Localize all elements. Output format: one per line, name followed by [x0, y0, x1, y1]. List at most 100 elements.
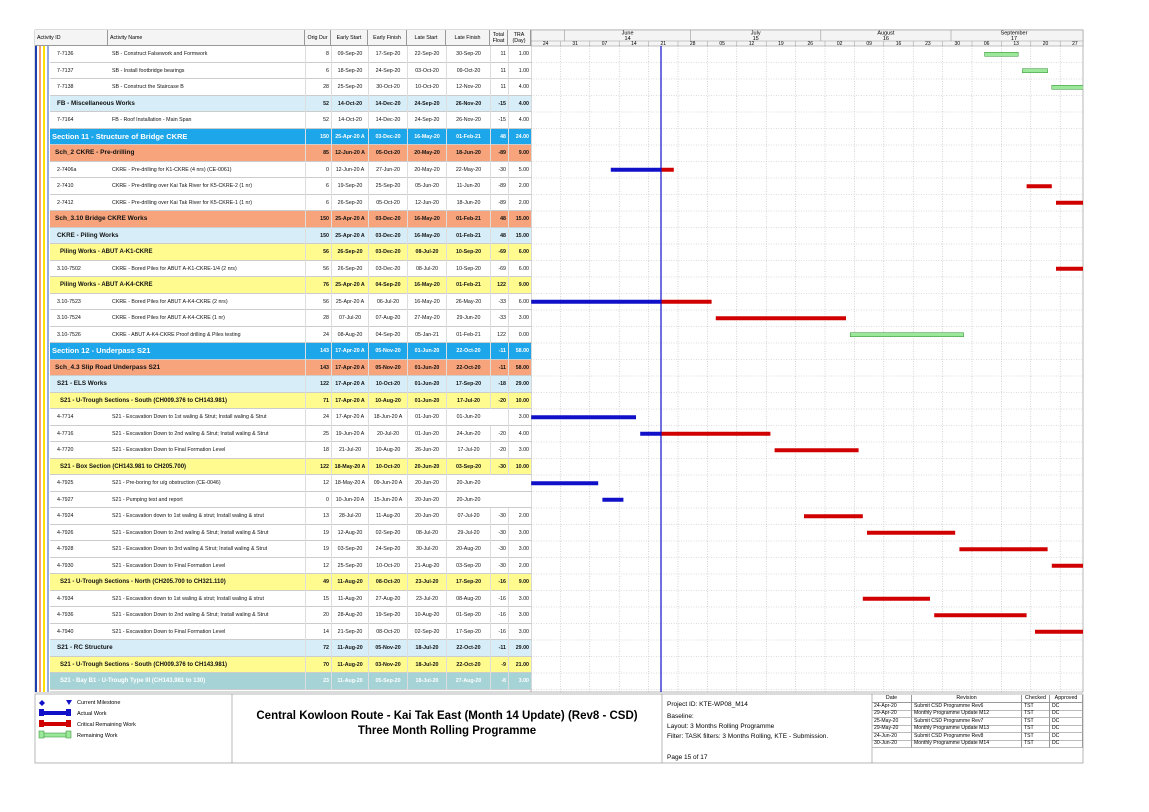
activity-id: 4-7924: [57, 513, 74, 519]
activity-id: 2-7412: [57, 199, 74, 206]
cell: 29-Jul-20: [446, 524, 490, 541]
cell: 17-Sep-20: [446, 376, 490, 393]
cell: 10-Oct-20: [368, 376, 407, 393]
group-name: S21 - Bay B1 - U-Trough Type III (CH143.…: [60, 678, 206, 684]
cell: 19-Sep-20: [331, 178, 368, 195]
activity-id: 7-7136: [57, 51, 74, 57]
cell: -16: [490, 574, 508, 591]
cell: 06-Jul-20: [368, 293, 407, 310]
legend-label: Critical Remaining Work: [77, 722, 136, 728]
cell: 18-Jun-20: [446, 145, 490, 162]
activity-name: S21 - Excavation Down to 2nd waling & St…: [112, 529, 269, 536]
cell: 30-Oct-20: [368, 79, 407, 96]
activity-id: 2-7406a: [57, 166, 77, 173]
cell: 30-Sep-20: [446, 46, 490, 63]
activity-name: CKRE - Pre-drilling over Kai Tak River f…: [112, 199, 253, 206]
cell: 30-Jul-20: [407, 541, 446, 558]
cell: 3.00: [508, 310, 531, 327]
row-background: [50, 145, 531, 162]
column-header: Total Float: [490, 30, 508, 46]
cell: 08-Oct-20: [368, 574, 407, 591]
cell: 13: [305, 508, 331, 525]
cell: 4.00: [508, 425, 531, 442]
cell: 03-Dec-20: [368, 260, 407, 277]
cell: 4.00: [508, 112, 531, 129]
cell: 122: [305, 376, 331, 393]
actual-bar: [531, 415, 636, 420]
footer-frame: [34, 693, 1084, 764]
cell: 10-Aug-20: [407, 607, 446, 624]
column-header: Activity ID: [35, 30, 108, 46]
cell: 18-May-20 A: [331, 458, 368, 475]
row-background: [50, 491, 531, 508]
cell: 20-Jun-20: [407, 491, 446, 508]
activity-name: CKRE - Bored Piles for ABUT A-K4-CKRE (2…: [112, 298, 228, 305]
actual-bar: [640, 431, 661, 436]
revision-cell: TST: [1022, 702, 1050, 711]
revision-cell: 25-May-20: [872, 717, 912, 726]
week-label: 06: [984, 41, 990, 47]
cell: 9.00: [508, 574, 531, 591]
week-label: 28: [690, 41, 696, 47]
cell: -11: [490, 343, 508, 360]
revision-cell: 29-Apr-20: [872, 710, 912, 718]
cell: 10-Aug-20: [368, 392, 407, 409]
project-info: Page 15 of 17: [667, 754, 708, 761]
cell: 85: [305, 145, 331, 162]
activity-id: 3.10-7523: [57, 298, 81, 305]
cell: 25-Apr-20 A: [331, 277, 368, 294]
cell: 19-Jun-20 A: [331, 425, 368, 442]
cell: 17-Apr-20 A: [331, 392, 368, 409]
critical-bar: [715, 316, 846, 321]
month-label: July: [751, 30, 761, 36]
cell: 09-Oct-20: [446, 62, 490, 79]
revision-cell: Monthly Programme Update M13: [912, 725, 1022, 733]
cell: 16-May-20: [407, 227, 446, 244]
cell: 58.00: [508, 343, 531, 360]
row-background: [50, 62, 531, 79]
cell: -11: [490, 359, 508, 376]
cell: 01-Jun-20: [407, 376, 446, 393]
cell: 15.00: [508, 211, 531, 228]
legend-icons: [38, 700, 72, 739]
cell: 25-Apr-20 A: [331, 227, 368, 244]
cell: 02-Sep-20: [407, 623, 446, 640]
critical-bar: [862, 596, 930, 601]
cell: 01-Jun-20: [407, 343, 446, 360]
row-background: [50, 442, 531, 459]
footer-title: Central Kowloon Route - Kai Tak East (Mo…: [256, 710, 638, 722]
cell: 11: [490, 79, 508, 96]
cell: 26-Sep-20: [331, 244, 368, 261]
cell: 3.00: [508, 623, 531, 640]
cell: 10-Sep-20: [446, 244, 490, 261]
remaining-bar: [849, 332, 964, 337]
cell: 3.00: [508, 673, 531, 690]
cell: 03-Dec-20: [368, 211, 407, 228]
row-background: [50, 359, 531, 376]
cell: 9.00: [508, 145, 531, 162]
cell: 01-Jun-20: [407, 359, 446, 376]
activity-name: S21 - Pumping test and report: [112, 496, 183, 503]
row-background: [50, 574, 531, 591]
activity-id: 7-7137: [57, 67, 74, 74]
group-name: Piling Works - ABUT A-K1-CKRE: [60, 249, 153, 255]
week-label: 20: [1043, 41, 1049, 47]
row-background: [50, 409, 531, 426]
row-background: [50, 656, 531, 673]
remaining-bar: [1022, 68, 1048, 73]
row-background: [50, 310, 531, 327]
cell: 28-Jul-20: [331, 508, 368, 525]
cell: 07-Aug-20: [368, 310, 407, 327]
cell: 18-Jul-20: [407, 673, 446, 690]
group-name: Piling Works - ABUT A-K4-CKRE: [60, 282, 153, 288]
remaining-bar: [984, 52, 1019, 57]
activity-id: 2-7410: [57, 183, 74, 189]
row-background: [50, 79, 531, 96]
row-background: [50, 161, 531, 178]
cell: 143: [305, 343, 331, 360]
project-info: Layout: 3 Months Rolling Programme: [667, 723, 775, 730]
cell: 12-Jun-20 A: [331, 161, 368, 178]
cell: -16: [490, 607, 508, 624]
activity-id: 4-7940: [57, 628, 74, 635]
revision-cell: Submit CSD Programme Rev6: [912, 702, 1022, 711]
